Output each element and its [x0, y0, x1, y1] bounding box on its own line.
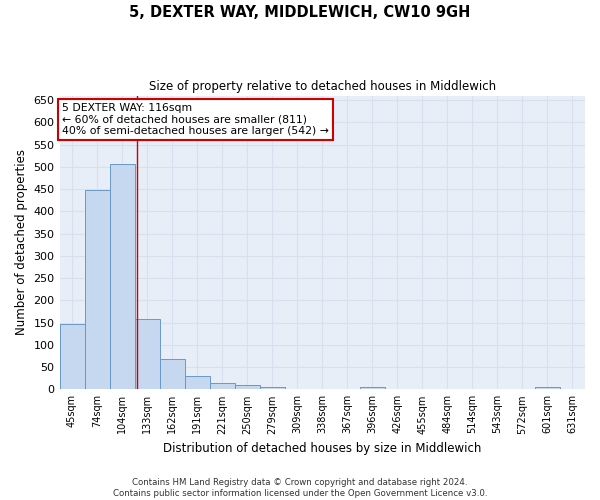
X-axis label: Distribution of detached houses by size in Middlewich: Distribution of detached houses by size … [163, 442, 481, 455]
Bar [59, 324, 85, 390]
Bar [235, 386, 260, 390]
Bar [260, 387, 285, 390]
Bar [134, 319, 160, 390]
Bar [185, 376, 209, 390]
Text: 5, DEXTER WAY, MIDDLEWICH, CW10 9GH: 5, DEXTER WAY, MIDDLEWICH, CW10 9GH [130, 5, 470, 20]
Text: 5 DEXTER WAY: 116sqm
← 60% of detached houses are smaller (811)
40% of semi-deta: 5 DEXTER WAY: 116sqm ← 60% of detached h… [62, 103, 329, 136]
Y-axis label: Number of detached properties: Number of detached properties [15, 150, 28, 336]
Bar [209, 383, 235, 390]
Bar [160, 359, 185, 390]
Title: Size of property relative to detached houses in Middlewich: Size of property relative to detached ho… [149, 80, 496, 93]
Bar [110, 164, 134, 390]
Bar [85, 190, 110, 390]
Bar [535, 386, 560, 390]
Bar [360, 386, 385, 390]
Text: Contains HM Land Registry data © Crown copyright and database right 2024.
Contai: Contains HM Land Registry data © Crown c… [113, 478, 487, 498]
